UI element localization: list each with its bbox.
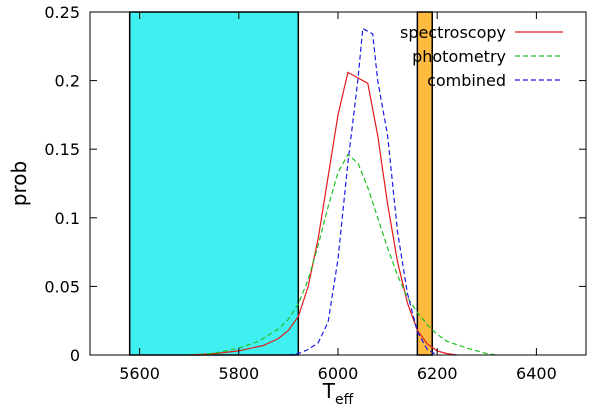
- series-line-spectroscopy: [189, 71, 458, 356]
- x-tick-label: 6000: [318, 364, 359, 383]
- series-lines: [189, 27, 497, 356]
- y-tick-label: 0: [70, 346, 80, 365]
- x-tick-label: 6400: [516, 364, 557, 383]
- x-tick-label: 6200: [417, 364, 458, 383]
- series-line-combined: [288, 27, 438, 356]
- x-tick-label: 5600: [119, 364, 160, 383]
- series-line-photometry: [199, 153, 497, 356]
- legend-label-combined: combined: [427, 71, 506, 90]
- legend-label-photometry: photometry: [412, 47, 506, 66]
- y-tick-label: 0.2: [55, 72, 80, 91]
- y-tick-label: 0.1: [55, 209, 80, 228]
- highlight-bands: [128, 11, 433, 356]
- x-axis-label: Teff: [322, 379, 354, 408]
- legend: spectroscopy photometry combined: [400, 23, 563, 90]
- x-axis-label-subscript: eff: [335, 392, 354, 408]
- x-tick-label: 5800: [218, 364, 259, 383]
- band-1: [128, 11, 300, 356]
- y-axis-label: prob: [7, 161, 31, 206]
- y-tick-label: 0.25: [44, 3, 80, 22]
- x-axis-label-main: T: [322, 379, 336, 403]
- legend-label-spectroscopy: spectroscopy: [400, 23, 506, 42]
- y-tick-label: 0.05: [44, 277, 80, 296]
- y-tick-label: 0.15: [44, 140, 80, 159]
- axes: 5600 5800 6000 6200 6400 0 0.05 0.1 0.15 0.2 0.25: [44, 3, 587, 383]
